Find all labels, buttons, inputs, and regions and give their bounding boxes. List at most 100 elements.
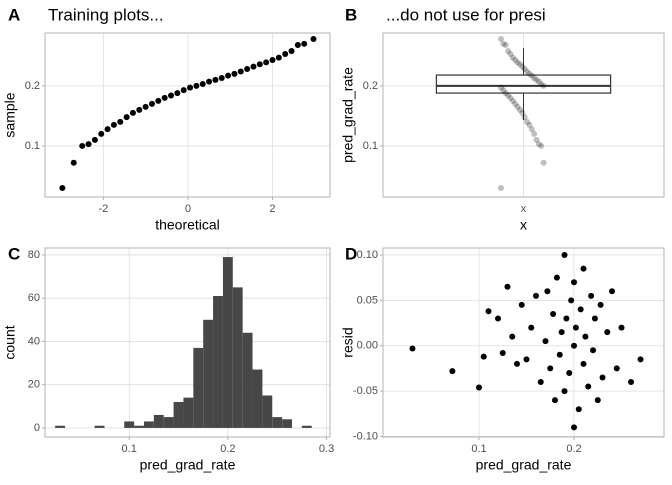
- point: [516, 61, 523, 68]
- point: [161, 94, 168, 101]
- point: [613, 365, 620, 372]
- bar: [94, 425, 105, 428]
- point: [59, 184, 66, 191]
- y-tick-label: 40: [28, 335, 40, 347]
- point: [498, 84, 505, 91]
- point: [637, 356, 644, 363]
- point: [556, 351, 563, 358]
- point: [537, 379, 544, 386]
- point: [168, 92, 175, 99]
- point: [535, 141, 542, 148]
- y-axis-title: pred_grad_rate: [340, 67, 356, 163]
- x-axis-title: theoretical: [155, 217, 220, 233]
- bar: [173, 401, 184, 428]
- panel-border: [382, 32, 665, 198]
- point: [98, 130, 105, 137]
- point: [590, 347, 597, 354]
- x-tick-label: 0.3: [319, 443, 334, 455]
- point: [588, 292, 595, 299]
- point: [563, 315, 570, 322]
- y-tick-label: 0.1: [363, 140, 378, 152]
- y-tick-label: 0.2: [363, 80, 378, 92]
- point: [301, 40, 308, 47]
- point: [498, 184, 505, 191]
- bar: [163, 417, 174, 428]
- point: [129, 109, 136, 116]
- y-tick-label: -0.05: [353, 385, 378, 397]
- panel-background: [383, 248, 664, 437]
- point: [568, 297, 575, 304]
- point: [597, 301, 604, 308]
- panel-tag: B: [345, 5, 357, 24]
- point: [500, 87, 507, 94]
- y-tick-label: 0: [34, 422, 40, 434]
- panel-title: Training plots...: [48, 5, 164, 24]
- point: [449, 368, 456, 375]
- point: [193, 82, 200, 89]
- point: [509, 333, 516, 340]
- point: [480, 353, 487, 360]
- point: [218, 75, 225, 82]
- bar: [203, 319, 214, 428]
- point: [180, 87, 187, 94]
- point: [514, 59, 521, 66]
- panel-background: [45, 33, 330, 197]
- bar: [124, 421, 135, 428]
- panel-border: [44, 32, 331, 198]
- box: [435, 74, 612, 94]
- y-axis-title: count: [2, 325, 18, 359]
- point: [526, 121, 533, 128]
- x-tick-label: 0: [185, 203, 191, 215]
- x-tick-label: -2: [98, 203, 108, 215]
- x-axis-title: pred_grad_rate: [140, 457, 236, 473]
- point: [540, 159, 547, 166]
- point: [237, 68, 244, 75]
- point: [609, 288, 616, 295]
- point: [504, 283, 511, 290]
- point: [256, 61, 263, 68]
- x-tick-label: 0.2: [220, 443, 235, 455]
- point: [509, 97, 516, 104]
- point: [269, 57, 276, 64]
- point: [512, 100, 519, 107]
- point: [531, 130, 538, 137]
- point: [571, 279, 578, 286]
- point: [528, 126, 535, 133]
- point: [528, 72, 535, 79]
- point: [212, 76, 219, 83]
- point: [526, 70, 533, 77]
- point: [187, 84, 194, 91]
- bar: [242, 332, 253, 428]
- point: [519, 63, 526, 70]
- point: [310, 36, 317, 43]
- point: [538, 81, 545, 88]
- point: [542, 338, 549, 345]
- bar: [272, 417, 283, 428]
- y-tick-label: 0.1: [25, 140, 40, 152]
- y-tick-label: -0.10: [353, 430, 378, 442]
- point: [500, 40, 507, 47]
- point: [558, 329, 565, 336]
- point: [104, 126, 111, 133]
- x-axis-title: x: [520, 217, 527, 233]
- y-tick-label: 0.00: [357, 340, 378, 352]
- point: [123, 114, 130, 121]
- x-tick-label: 0.2: [566, 443, 581, 455]
- x-tick-label: x: [521, 203, 527, 215]
- point: [142, 103, 149, 110]
- point: [288, 48, 295, 55]
- point: [148, 100, 155, 107]
- bar: [183, 397, 194, 428]
- point: [199, 81, 206, 88]
- point: [521, 114, 528, 121]
- y-tick-label: 20: [28, 379, 40, 391]
- point: [263, 59, 270, 66]
- point: [79, 142, 86, 149]
- point: [499, 349, 506, 356]
- panel-tag: A: [8, 5, 20, 24]
- point: [523, 356, 530, 363]
- x-tick-label: 0.1: [471, 443, 486, 455]
- point: [91, 136, 98, 143]
- point: [604, 329, 611, 336]
